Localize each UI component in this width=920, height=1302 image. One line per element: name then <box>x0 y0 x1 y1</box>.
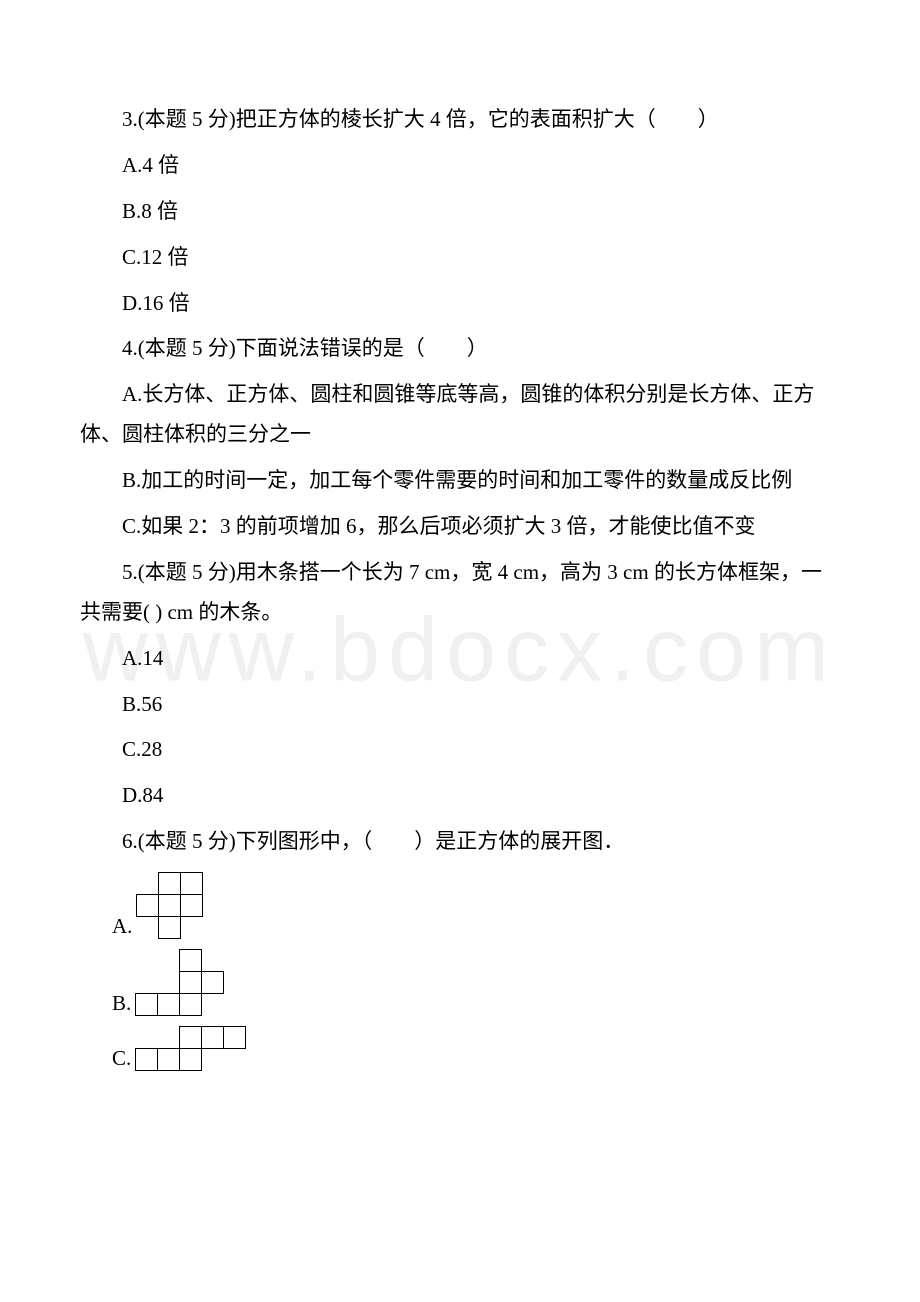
q3-option-a: A.4 倍 <box>80 146 840 186</box>
q6-option-b-label: B. <box>112 991 131 1016</box>
cube-net-c <box>135 1026 246 1071</box>
q5-option-d: D.84 <box>80 776 840 816</box>
q5-option-c: C.28 <box>80 730 840 770</box>
q6-option-c: C. <box>80 1026 840 1071</box>
q4-option-a: A.长方体、正方体、圆柱和圆锥等底等高，圆锥的体积分别是长方体、正方体、圆柱体积… <box>80 375 840 455</box>
q6-text: 6.(本题 5 分)下列图形中，（ ）是正方体的展开图． <box>80 822 840 862</box>
q5-text: 5.(本题 5 分)用木条搭一个长为 7 cm，宽 4 cm，高为 3 cm 的… <box>80 553 840 633</box>
q6-option-a-label: A. <box>112 914 132 939</box>
q4-option-b: B.加工的时间一定，加工每个零件需要的时间和加工零件的数量成反比例 <box>80 461 840 501</box>
q3-option-b: B.8 倍 <box>80 192 840 232</box>
q5-option-a: A.14 <box>80 639 840 679</box>
document-content: 3.(本题 5 分)把正方体的棱长扩大 4 倍，它的表面积扩大（ ） A.4 倍… <box>80 100 840 1071</box>
cube-net-b <box>135 949 224 1016</box>
q6-option-a: A. <box>80 872 840 939</box>
q3-option-c: C.12 倍 <box>80 238 840 278</box>
q4-text: 4.(本题 5 分)下面说法错误的是（ ） <box>80 329 840 369</box>
q4-option-c: C.如果 2：3 的前项增加 6，那么后项必须扩大 3 倍，才能使比值不变 <box>80 507 840 547</box>
q3-option-d: D.16 倍 <box>80 284 840 324</box>
q6-option-c-label: C. <box>112 1046 131 1071</box>
q3-text: 3.(本题 5 分)把正方体的棱长扩大 4 倍，它的表面积扩大（ ） <box>80 100 840 140</box>
q6-option-b: B. <box>80 949 840 1016</box>
q5-option-b: B.56 <box>80 685 840 725</box>
cube-net-a <box>136 872 203 939</box>
